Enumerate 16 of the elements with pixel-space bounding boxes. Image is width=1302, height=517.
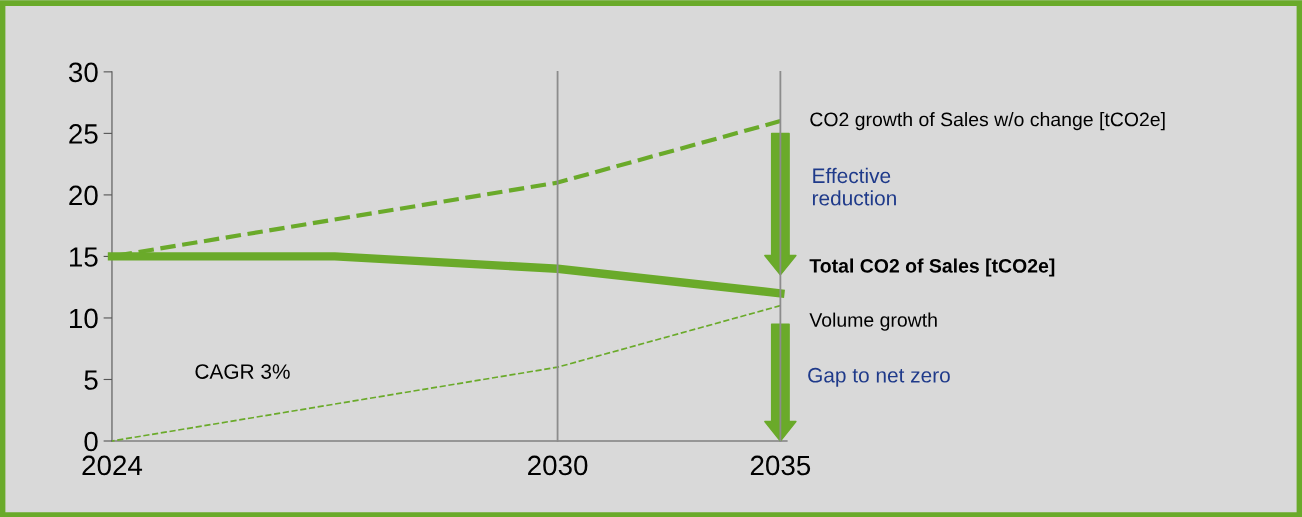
y-tick-label: 30	[68, 62, 98, 83]
series-label: Total CO2 of Sales [tCO2e]	[809, 258, 1055, 277]
y-tick-label: 0	[84, 431, 98, 452]
y-tick-label: 15	[70, 247, 98, 267]
x-tick-label: 2035	[750, 455, 811, 476]
annotation: CAGR 3%	[195, 364, 290, 379]
x-tick-label: 2024	[82, 455, 143, 476]
text: Effective reduction	[812, 167, 896, 206]
series-label: CO2 growth of Sales w/o change [tCO2e]	[810, 112, 1165, 131]
y-tick-label: 25	[69, 124, 98, 144]
series-label: Volume growth	[809, 312, 937, 331]
y-tick-label: 5	[84, 370, 98, 390]
y-tick-label: 20	[69, 185, 98, 206]
text: Gap to net zero	[808, 367, 950, 387]
x-tick-label: 2030	[528, 455, 588, 476]
y-tick-label: 10	[70, 308, 98, 329]
